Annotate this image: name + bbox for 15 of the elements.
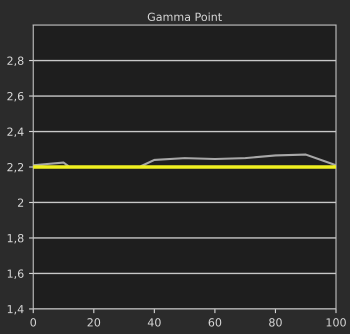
- y-tick-label: 2,2: [7, 162, 24, 173]
- x-tick-label: 20: [88, 318, 100, 327]
- x-tick-label: 80: [269, 318, 282, 327]
- y-tick-label: 2,4: [7, 127, 24, 138]
- y-tick-label: 1,6: [8, 269, 24, 279]
- y-tick-label: 2: [18, 198, 24, 207]
- y-tick-label: 2,6: [7, 92, 24, 102]
- x-tick-label: 0: [30, 318, 36, 327]
- y-tick-label: 2,8: [7, 56, 24, 66]
- x-tick-label: 60: [208, 318, 222, 327]
- x-tick-label: 40: [148, 318, 161, 327]
- x-tick-label: 100: [326, 318, 346, 327]
- chart-title: Gamma Point: [148, 12, 222, 22]
- y-tick-label: 1,4: [8, 305, 24, 314]
- y-tick-label: 1,8: [8, 234, 24, 244]
